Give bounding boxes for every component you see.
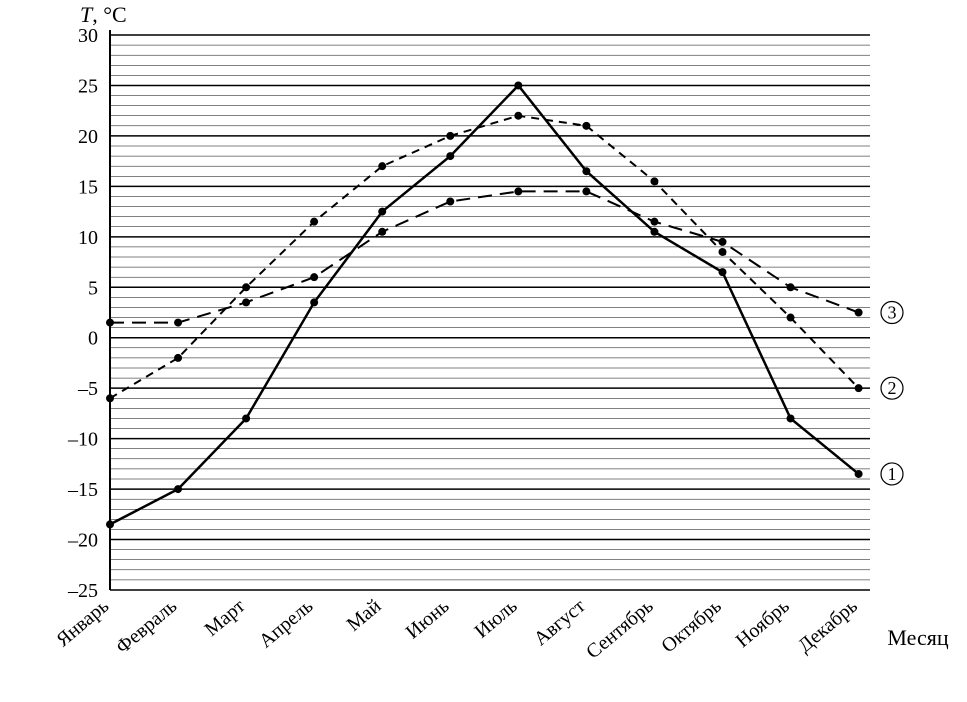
series-1-marker — [514, 81, 522, 89]
series-3-marker — [855, 309, 863, 317]
svg-text:Ноябрь: Ноябрь — [732, 595, 794, 652]
grid-major — [110, 35, 870, 590]
series-2-marker — [106, 394, 114, 402]
series-2-marker — [446, 132, 454, 140]
series-3-marker — [650, 218, 658, 226]
series-2-marker — [855, 384, 863, 392]
series-3-marker — [718, 238, 726, 246]
series-2-marker — [310, 218, 318, 226]
svg-text:Сентябрь: Сентябрь — [582, 595, 658, 663]
chart-svg: 302520151050–5–10–15–20–25T, °C123Январь… — [0, 0, 967, 702]
svg-text:Октябрь: Октябрь — [657, 595, 725, 657]
series-3-label: 3 — [888, 303, 897, 323]
svg-text:–5: –5 — [77, 378, 98, 400]
series-1-marker — [855, 470, 863, 478]
svg-text:–15: –15 — [67, 479, 98, 501]
series-3-marker — [242, 298, 250, 306]
temperature-chart: 302520151050–5–10–15–20–25T, °C123Январь… — [0, 0, 967, 702]
series-3-marker — [378, 228, 386, 236]
series-1-marker — [582, 167, 590, 175]
series-2-marker — [242, 283, 250, 291]
series-1-marker — [378, 208, 386, 216]
series-1-marker — [106, 520, 114, 528]
svg-text:20: 20 — [78, 126, 98, 148]
y-tick-labels: 302520151050–5–10–15–20–25 — [67, 25, 98, 602]
series-1-marker — [310, 298, 318, 306]
svg-text:Июль: Июль — [471, 595, 522, 643]
svg-text:Август: Август — [530, 595, 590, 650]
series-2-marker — [718, 248, 726, 256]
svg-text:–20: –20 — [67, 530, 98, 552]
svg-text:–10: –10 — [67, 429, 98, 451]
series-1 — [110, 85, 859, 524]
svg-text:25: 25 — [78, 75, 98, 97]
svg-text:Март: Март — [201, 595, 250, 641]
series-3-marker — [514, 187, 522, 195]
series-2-marker — [582, 122, 590, 130]
svg-text:Июнь: Июнь — [402, 595, 454, 643]
series-2-marker — [650, 177, 658, 185]
svg-text:10: 10 — [78, 227, 98, 249]
svg-text:0: 0 — [88, 328, 98, 350]
series-3-marker — [446, 198, 454, 206]
series-3-marker — [310, 273, 318, 281]
series-2-marker — [378, 162, 386, 170]
series-1-marker — [242, 414, 250, 422]
svg-text:Январь: Январь — [52, 595, 113, 651]
series-2-marker — [787, 314, 795, 322]
svg-text:15: 15 — [78, 176, 98, 198]
svg-text:5: 5 — [88, 277, 98, 299]
svg-text:30: 30 — [78, 25, 98, 47]
x-axis-title: Месяц — [887, 625, 948, 650]
svg-text:Апрель: Апрель — [255, 595, 317, 652]
svg-text:Май: Май — [343, 595, 386, 636]
y-axis-title: T, °C — [80, 2, 127, 27]
series-2-marker — [514, 112, 522, 120]
series-1-marker — [787, 414, 795, 422]
x-tick-labels: ЯнварьФевраль МартАпрель Май Июнь ИюльАвгуст… — [52, 595, 862, 664]
svg-text:Декабрь: Декабрь — [794, 595, 862, 657]
series-1-marker — [650, 228, 658, 236]
series-3-marker — [106, 319, 114, 327]
series-1-marker — [718, 268, 726, 276]
series-2-marker — [174, 354, 182, 362]
series-2-label: 2 — [888, 378, 897, 398]
series-1-label: 1 — [888, 464, 897, 484]
series-3-marker — [174, 319, 182, 327]
series-3-marker — [787, 283, 795, 291]
series-3-marker — [582, 187, 590, 195]
svg-text:Февраль: Февраль — [112, 595, 182, 658]
series-1-marker — [174, 485, 182, 493]
grid-minor — [110, 45, 870, 580]
series-1-marker — [446, 152, 454, 160]
